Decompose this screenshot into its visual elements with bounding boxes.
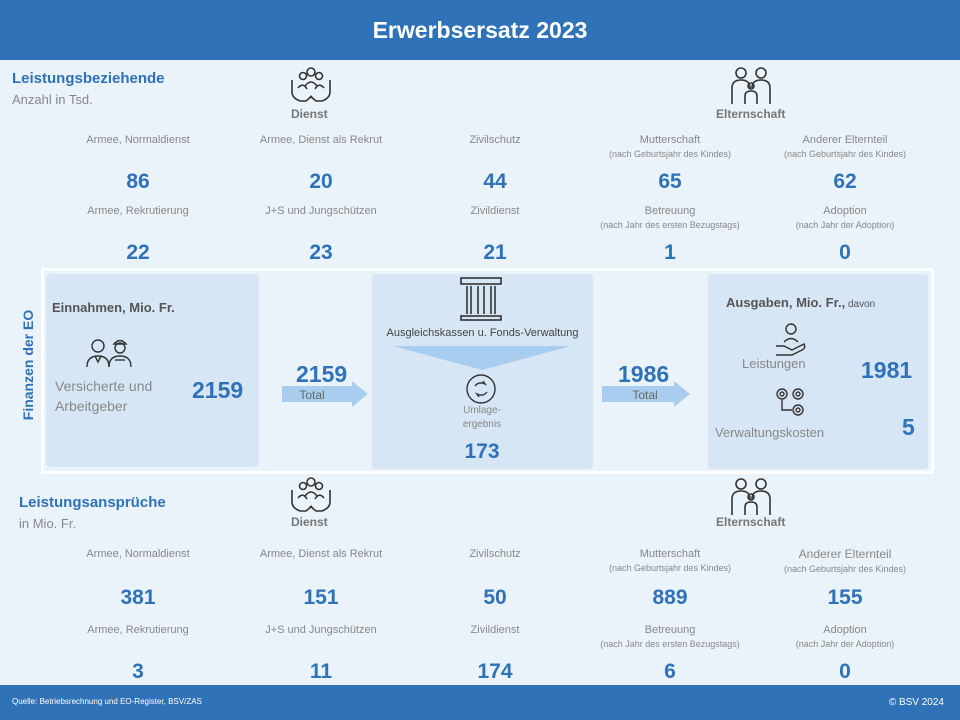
expense-total-arrow: Total <box>602 381 690 407</box>
footer: Quelle: Betriebsrechnung und EO-Register… <box>0 685 960 720</box>
recipients-subtitle: Anzahl in Tsd. <box>12 92 93 107</box>
hands-people-icon <box>290 474 332 514</box>
recipients-label-adoption: Adoption (nach Jahr der Adoption) <box>795 205 895 230</box>
claims-value-armee-rekrutierung: 3 <box>132 660 144 683</box>
recipients-value-adoption: 0 <box>839 241 851 264</box>
claims-label-armee-normaldienst: Armee, Normaldienst <box>86 548 190 560</box>
claims-value-zivilschutz: 50 <box>483 586 507 609</box>
source-note: Quelle: Betriebsrechnung und EO-Register… <box>12 697 202 706</box>
recipients-label-mutterschaft: Mutterschaft (nach Geburtsjahr des Kindes… <box>608 134 732 159</box>
claims-category-elternschaft: Elternschaft <box>716 515 786 529</box>
claims-value-anderer-elternteil: 155 <box>827 586 863 609</box>
claims-value-armee-normaldienst: 381 <box>120 586 156 609</box>
expense-panel <box>708 274 928 469</box>
title-bar: Erwerbsersatz 2023 <box>0 0 960 60</box>
recipients-title: Leistungsbeziehende <box>12 70 165 87</box>
expense-title: Ausgaben, Mio. Fr., davon <box>726 295 876 310</box>
recipients-value-armee-rekrutierung: 22 <box>126 241 150 264</box>
claims-label-betreuung: Betreuung (nach Jahr des ersten Bezugstag… <box>600 624 740 649</box>
income-total-label: Total <box>299 388 325 402</box>
hands-people-icon <box>290 64 332 104</box>
fund-result-value: 173 <box>464 440 500 463</box>
recipients-value-betreuung: 1 <box>664 241 676 264</box>
hand-person-icon <box>774 322 808 356</box>
page-title: Erwerbsersatz 2023 <box>372 16 588 43</box>
cycle-icon <box>465 373 497 405</box>
income-value: 2159 <box>192 377 244 403</box>
finance-vertical-label: Finanzen der EO <box>20 309 36 421</box>
recipients-label-zivilschutz: Zivilschutz <box>469 134 521 146</box>
recipients-value-js-jungschuetzen: 23 <box>309 241 333 264</box>
admin-label: Verwaltungskosten <box>715 425 825 440</box>
claims-label-zivilschutz: Zivilschutz <box>469 548 521 560</box>
fund-title: Ausgleichskassen u. Fonds-Verwaltung <box>386 327 579 339</box>
recipients-label-betreuung: Betreuung (nach Jahr des ersten Bezugstag… <box>600 205 740 230</box>
admin-value: 5 <box>902 414 915 440</box>
recipients-label-anderer-elternteil: Anderer Elternteil (nach Geburtsjahr des … <box>783 134 907 159</box>
income-title: Einnahmen, Mio. Fr. <box>52 300 175 315</box>
claims-value-adoption: 0 <box>839 660 851 683</box>
recipients-value-mutterschaft: 65 <box>658 170 682 193</box>
claims-value-js-jungschuetzen: 11 <box>309 660 333 683</box>
claims-value-armee-rekrut: 151 <box>303 586 339 609</box>
claims-subtitle: in Mio. Fr. <box>19 516 77 531</box>
claims-value-betreuung: 6 <box>664 660 676 683</box>
family-icon <box>730 66 772 106</box>
fund-funnel <box>393 346 571 370</box>
recipients-category-elternschaft: Elternschaft <box>716 107 786 121</box>
recipients-label-armee-rekrutierung: Armee, Rekrutierung <box>87 205 189 217</box>
columns-building-icon <box>459 276 503 322</box>
benefits-value: 1981 <box>861 357 913 383</box>
claims-value-mutterschaft: 889 <box>652 586 688 609</box>
claims-category-dienst: Dienst <box>291 515 328 529</box>
recipients-value-anderer-elternteil: 62 <box>833 170 857 193</box>
workers-icon <box>86 336 132 368</box>
income-total-value: 2159 <box>296 361 348 387</box>
expense-total-value: 1986 <box>618 361 670 387</box>
recipients-label-armee-rekrut: Armee, Dienst als Rekrut <box>259 134 383 146</box>
fund-panel <box>372 274 593 469</box>
family-icon <box>730 477 772 517</box>
claims-label-adoption: Adoption (nach Jahr der Adoption) <box>795 624 895 649</box>
claims-label-js-jungschuetzen: J+S und Jungschützen <box>265 624 377 636</box>
recipients-label-armee-normaldienst: Armee, Normaldienst <box>86 134 190 146</box>
recipients-value-armee-rekrut: 20 <box>309 170 333 193</box>
recipients-label-zivildienst: Zivildienst <box>470 205 520 217</box>
recipients-value-zivilschutz: 44 <box>483 170 507 193</box>
copyright: © BSV 2024 <box>888 697 944 708</box>
income-label: Versicherte und Arbeitgeber <box>55 378 153 414</box>
claims-title: Leistungsansprüche <box>19 494 166 511</box>
expense-total-label: Total <box>632 388 658 402</box>
recipients-category-dienst: Dienst <box>291 107 328 121</box>
fund-result-label: Umlage-ergebnis <box>462 405 502 430</box>
benefits-label: Leistungen <box>742 356 806 371</box>
recipients-label-js-jungschuetzen: J+S und Jungschützen <box>265 205 377 217</box>
claims-value-zivildienst: 174 <box>477 660 513 683</box>
recipients-value-zivildienst: 21 <box>483 241 507 264</box>
gears-icon <box>774 386 808 420</box>
claims-label-armee-rekrutierung: Armee, Rekrutierung <box>87 624 189 636</box>
income-total-arrow: Total <box>282 381 368 407</box>
claims-label-mutterschaft: Mutterschaft (nach Geburtsjahr des Kindes… <box>608 548 732 573</box>
claims-label-armee-rekrut: Armee, Dienst als Rekrut <box>259 548 383 560</box>
claims-label-zivildienst: Zivildienst <box>470 624 520 636</box>
recipients-value-armee-normaldienst: 86 <box>126 170 150 193</box>
claims-label-anderer-elternteil: Anderer Elternteil (nach Geburtsjahr des … <box>783 547 907 574</box>
income-panel <box>46 274 259 467</box>
